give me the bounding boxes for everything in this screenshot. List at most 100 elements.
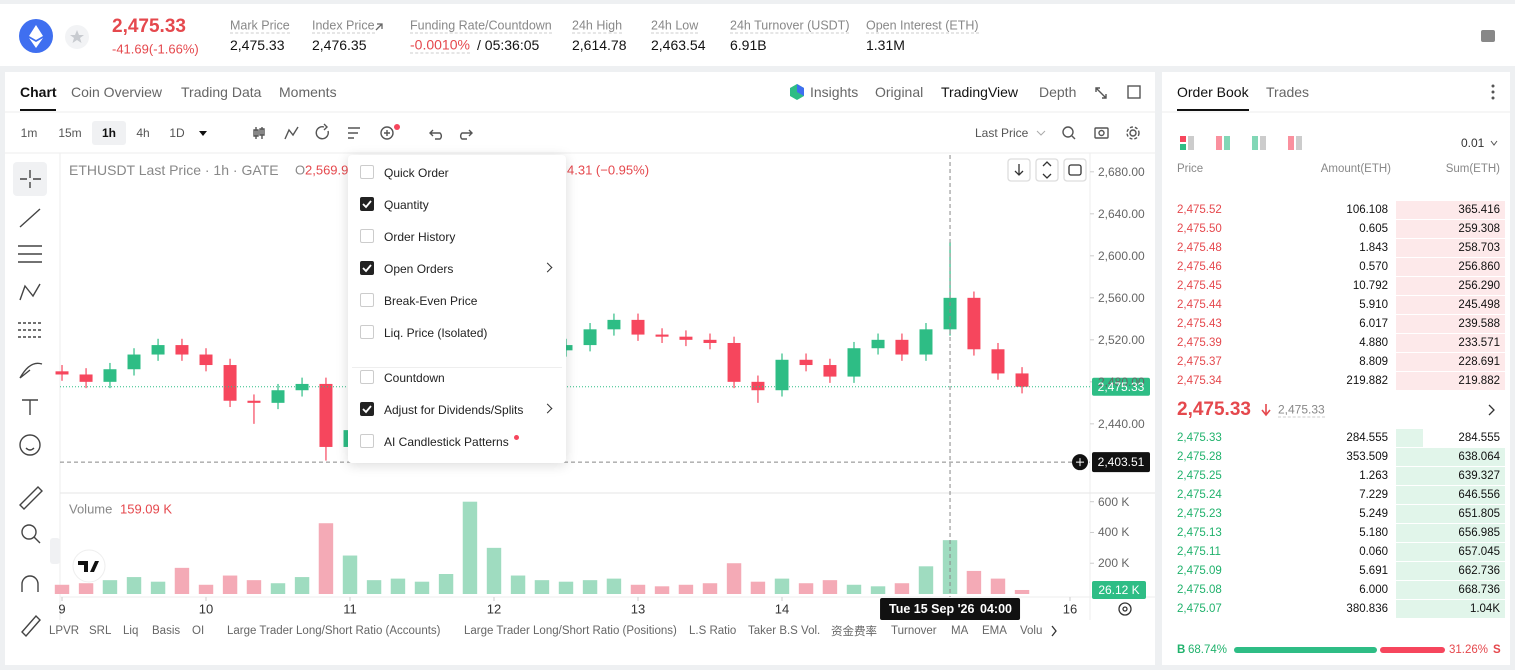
interval[interactable]: 1D [169, 126, 185, 140]
interval[interactable]: 1m [20, 126, 38, 140]
depth-bar [1396, 277, 1505, 295]
checkbox[interactable] [360, 293, 374, 307]
volume-bar [174, 567, 190, 594]
ob-price[interactable]: 2,475.33 [1177, 432, 1222, 444]
indicator[interactable]: Basis [152, 625, 181, 637]
drawing-tools[interactable] [13, 162, 47, 638]
ob-price[interactable]: 2,475.52 [1177, 204, 1222, 216]
ob-price[interactable]: 2,475.23 [1177, 508, 1222, 520]
view-tab[interactable]: Insights [810, 84, 859, 100]
price-source[interactable]: Last Price [975, 126, 1029, 140]
indicator[interactable]: 资金费率 [831, 626, 877, 638]
ob-price[interactable]: 2,475.43 [1177, 318, 1222, 330]
volume-bar [726, 563, 742, 594]
volume-bar [654, 586, 670, 594]
menu-item[interactable]: Break-Even Price [384, 294, 478, 308]
menu-item[interactable]: Adjust for Dividends/Splits [384, 403, 524, 417]
menu-item[interactable]: Order History [384, 230, 456, 244]
checkbox[interactable] [360, 370, 374, 384]
notes-icon[interactable] [1481, 30, 1495, 42]
ob-price[interactable]: 2,475.25 [1177, 470, 1222, 482]
external-link-icon[interactable] [375, 23, 383, 31]
ob-price[interactable]: 2,475.24 [1177, 489, 1222, 501]
ob-price[interactable]: 2,475.08 [1177, 584, 1222, 596]
ob-price[interactable]: 2,475.09 [1177, 565, 1222, 577]
interval[interactable]: 4h [136, 126, 150, 140]
ob-mid-ref: 2,475.33 [1278, 402, 1325, 418]
indicator[interactable]: Turnover [891, 625, 937, 637]
ob-price[interactable]: 2,475.44 [1177, 299, 1222, 311]
active-tab-underline [20, 109, 56, 111]
favorite-button[interactable] [65, 25, 89, 49]
interval[interactable]: 1h [101, 126, 117, 140]
ob-price[interactable]: 2,475.07 [1177, 603, 1222, 615]
ob-price[interactable]: 2,475.34 [1177, 375, 1222, 387]
interval[interactable]: 15m [58, 126, 82, 140]
checkbox[interactable] [360, 325, 374, 339]
ob-price[interactable]: 2,475.37 [1177, 356, 1222, 368]
menu-item[interactable]: Quantity [384, 198, 429, 212]
caret[interactable] [199, 131, 207, 136]
tab[interactable]: Moments [279, 84, 337, 100]
checkbox[interactable] [360, 165, 374, 179]
indicator[interactable]: LPVR [49, 625, 80, 637]
indicator[interactable]: Volu [1020, 625, 1042, 637]
menu-item[interactable]: Open Orders [384, 262, 454, 276]
view-tab[interactable]: TradingView [941, 84, 1019, 100]
depth-bar [1396, 201, 1505, 219]
ob-price[interactable]: 2,475.11 [1177, 546, 1221, 558]
indicator[interactable]: MA [951, 625, 969, 637]
indicator[interactable]: SRL [89, 625, 112, 637]
stat-label: 24h High [572, 18, 623, 34]
checkbox[interactable] [360, 402, 374, 416]
collapse-button[interactable] [50, 538, 60, 564]
ob-sum: 258.703 [1458, 242, 1500, 254]
ob-price[interactable]: 2,475.46 [1177, 261, 1222, 273]
submenu-arrow[interactable] [542, 403, 553, 414]
checkbox[interactable] [360, 229, 374, 243]
depth-bar [1396, 429, 1423, 447]
ob-price[interactable]: 2,475.28 [1177, 451, 1222, 463]
ob-tab[interactable]: Order Book [1177, 84, 1249, 100]
indicator[interactable]: EMA [982, 625, 1007, 637]
submenu-arrow[interactable] [542, 262, 553, 273]
indicator[interactable]: OI [192, 625, 205, 637]
x-tick-label: 10 [198, 601, 214, 617]
ob-amount: 5.691 [1359, 565, 1388, 577]
tab[interactable]: Chart [20, 84, 57, 100]
chart-buttons[interactable] [1007, 158, 1495, 637]
volume-bar [798, 583, 814, 594]
ob-tab[interactable]: Trades [1266, 84, 1310, 100]
checkbox[interactable] [360, 434, 374, 448]
tab[interactable]: Coin Overview [71, 84, 163, 100]
indicator[interactable]: Taker B.S Vol. [748, 625, 821, 637]
indicator[interactable]: Large Trader Long/Short Ratio (Accounts) [227, 625, 441, 637]
view-tab[interactable]: Depth [1039, 84, 1077, 100]
indicator[interactable]: Large Trader Long/Short Ratio (Positions… [464, 625, 677, 637]
ob-price[interactable]: 2,475.39 [1177, 337, 1222, 349]
precision[interactable]: 0.01 [1461, 136, 1485, 150]
depth-bar [1396, 467, 1505, 485]
indicator[interactable]: Liq [123, 625, 139, 637]
ob-price[interactable]: 2,475.50 [1177, 223, 1222, 235]
caret[interactable] [1036, 130, 1046, 136]
ob-price[interactable]: 2,475.13 [1177, 527, 1222, 539]
ob-price[interactable]: 2,475.45 [1177, 280, 1222, 292]
indicator[interactable]: L.S Ratio [689, 625, 737, 637]
ob-price[interactable]: 2,475.48 [1177, 242, 1222, 254]
ob-sum: 1.04K [1469, 603, 1500, 615]
ob-header: Price [1177, 163, 1204, 175]
tab[interactable]: Trading Data [181, 84, 262, 100]
checkbox[interactable] [360, 261, 374, 275]
sell-tag: S [1493, 644, 1501, 656]
y-tick-label: 2,480.00 [1098, 374, 1145, 389]
menu-item[interactable]: Countdown [384, 371, 445, 385]
checkbox[interactable] [360, 197, 374, 211]
menu-item[interactable]: Quick Order [384, 166, 449, 180]
order-book-mode-icons[interactable] [1180, 84, 1498, 151]
menu-item[interactable]: Liq. Price (Isolated) [384, 326, 488, 340]
view-tab[interactable]: Original [875, 84, 924, 100]
toolbar-icons[interactable] [253, 85, 1141, 140]
menu-item[interactable]: AI Candlestick Patterns [384, 435, 509, 449]
